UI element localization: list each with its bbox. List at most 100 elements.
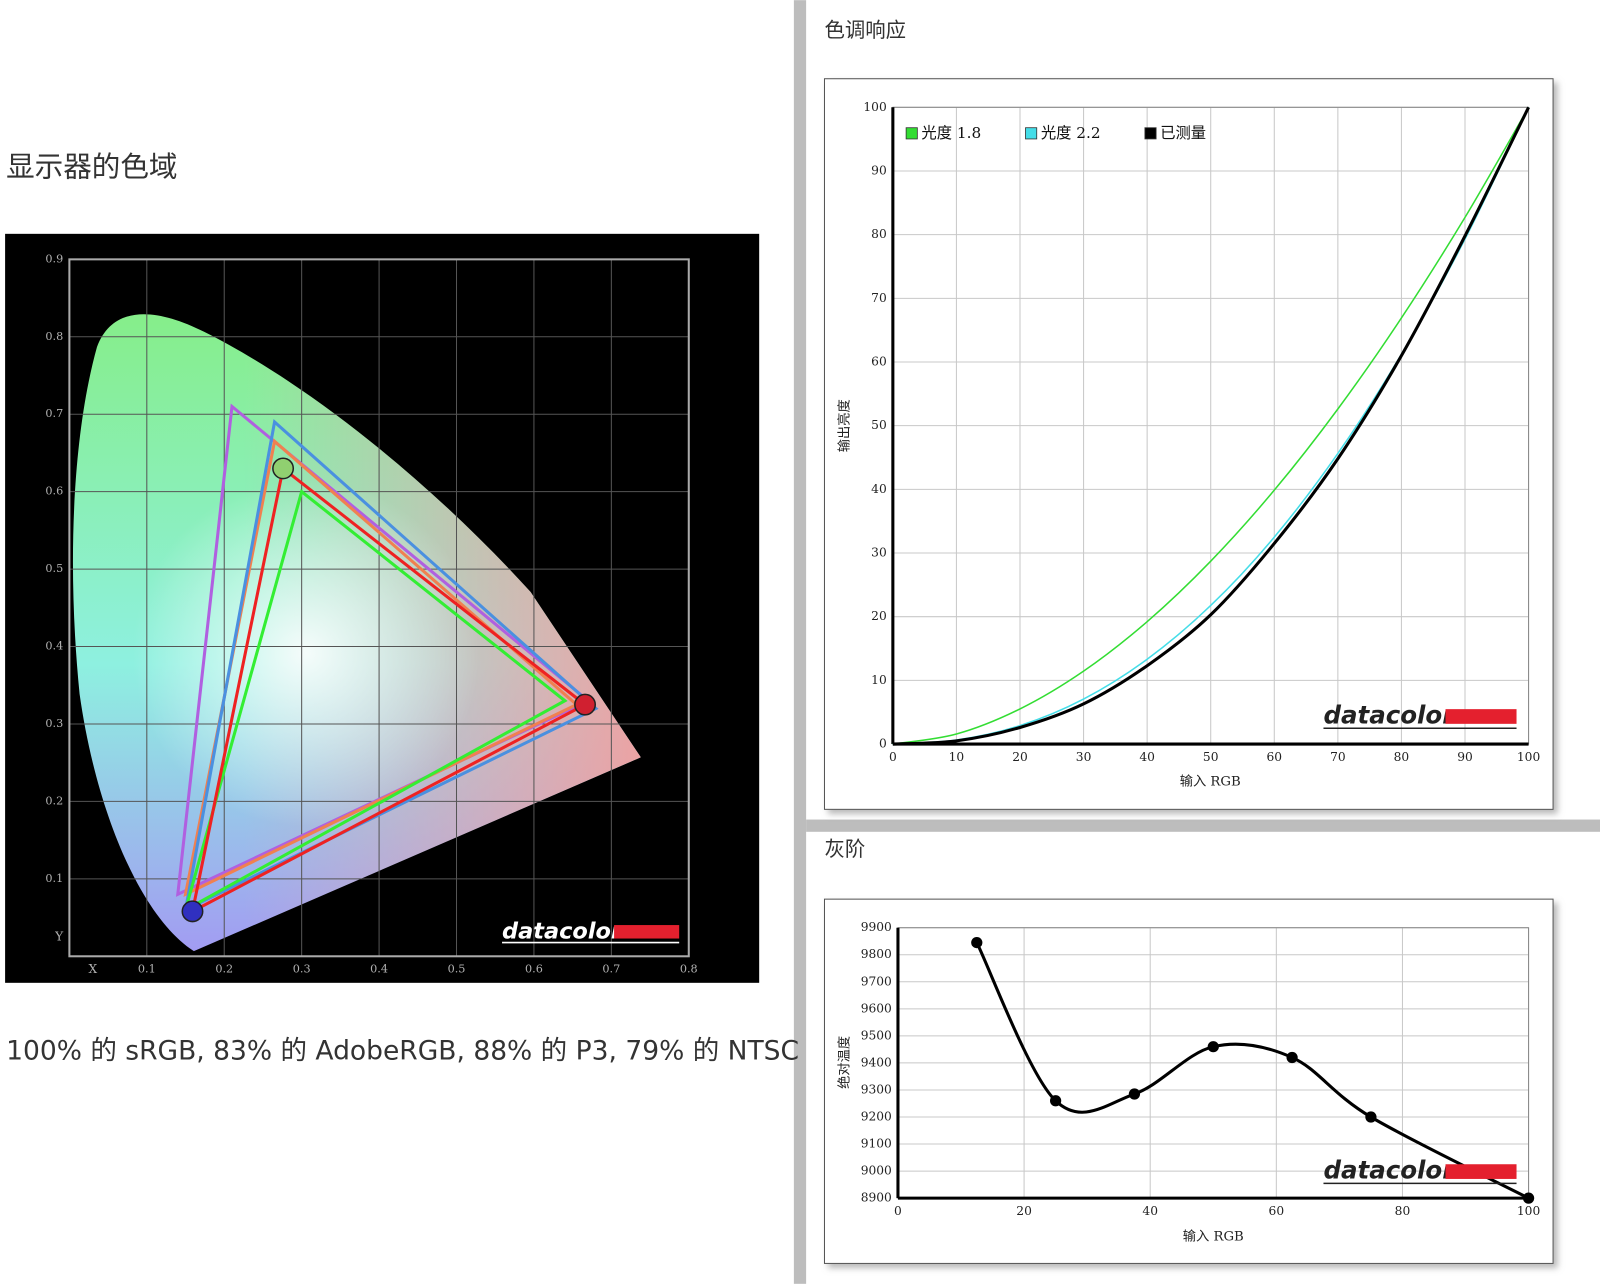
x-tick-label: 60 <box>1266 750 1282 764</box>
x-tick-label: 0.6 <box>525 963 543 976</box>
x-tick-label: 40 <box>1139 750 1155 764</box>
y-tick-label: 0.8 <box>45 330 63 343</box>
y-tick-label: 70 <box>871 291 887 305</box>
caption: 100% 的 sRGB, 83% 的 AdobeRGB, 88% 的 P3, 7… <box>6 1036 799 1067</box>
spectral-locus <box>72 314 641 952</box>
x-axis-label: 输入 RGB <box>1183 1228 1244 1244</box>
y-tick-label: 50 <box>871 418 887 432</box>
x-tick-label: 0.4 <box>370 963 388 976</box>
y-axis-label: 绝对温度 <box>836 1036 852 1089</box>
y-tick-label: 9600 <box>861 1001 892 1015</box>
y-tick-label: 80 <box>871 227 887 241</box>
y-tick-label: 0.1 <box>45 872 63 885</box>
watermark-bar <box>614 925 680 939</box>
y-tick-label: 9100 <box>861 1137 892 1151</box>
legend-swatch <box>905 127 918 140</box>
watermark: datacolor <box>1323 1156 1456 1185</box>
y-axis-label: Y <box>54 929 64 943</box>
legend-label: 已测量 <box>1160 124 1206 142</box>
primary-marker <box>272 457 295 480</box>
y-tick-label: 9700 <box>861 974 892 988</box>
y-tick-label: 9300 <box>861 1082 892 1096</box>
x-tick-label: 100 <box>1517 750 1540 764</box>
x-tick-label: 0.7 <box>602 963 620 976</box>
y-axis-label: 输出亮度 <box>835 399 852 452</box>
panel <box>823 898 1554 1264</box>
x-tick-label: 70 <box>1330 750 1346 764</box>
legend-swatch <box>1025 127 1038 140</box>
x-tick-label: 0.8 <box>680 963 698 976</box>
x-tick-label: 60 <box>1269 1204 1285 1218</box>
y-tick-label: 60 <box>871 355 887 369</box>
y-tick-label: 0.2 <box>45 794 63 807</box>
chart-title: 灰阶 <box>824 837 865 861</box>
x-tick-label: 40 <box>1142 1204 1158 1218</box>
x-axis-label: 输入 RGB <box>1180 773 1241 789</box>
y-tick-label: 30 <box>871 546 887 560</box>
charts: 显示器的色域 100% 的 sRGB, 83% 的 AdobeRGB, 88% 的… <box>6 18 1540 1245</box>
y-tick-label: 9500 <box>861 1028 892 1042</box>
legend-label: 光度 2.2 <box>1041 124 1101 142</box>
y-tick-label: 0.3 <box>45 717 63 730</box>
x-tick-label: 10 <box>949 750 965 764</box>
watermark: datacolor <box>502 918 624 944</box>
x-tick-label: 0.3 <box>293 963 311 976</box>
x-tick-label: 0.5 <box>448 963 466 976</box>
y-tick-label: 9800 <box>861 947 892 961</box>
x-tick-label: 30 <box>1076 750 1092 764</box>
data-point <box>1522 1192 1535 1204</box>
y-tick-label: 0.7 <box>45 407 63 420</box>
x-tick-label: 0 <box>894 1204 902 1218</box>
x-tick-label: 90 <box>1457 750 1473 764</box>
x-tick-label: 0.2 <box>215 963 233 976</box>
data-point <box>971 936 983 949</box>
watermark-bar <box>1445 709 1517 724</box>
legend-label: 光度 1.8 <box>921 124 981 142</box>
primary-marker <box>181 900 204 923</box>
x-tick-label: 20 <box>1016 1204 1032 1218</box>
x-tick-label: 100 <box>1517 1204 1540 1218</box>
x-tick-label: 20 <box>1012 750 1028 764</box>
divider <box>793 0 807 1284</box>
watermark-bar <box>1445 1164 1517 1179</box>
gamut-triangle <box>183 419 599 913</box>
plot-frame <box>68 258 690 958</box>
watermark: datacolor <box>1323 700 1456 729</box>
data-point <box>1128 1088 1141 1100</box>
y-tick-label: 40 <box>871 482 887 496</box>
y-tick-label: 9400 <box>861 1055 892 1069</box>
chart-title: 色调响应 <box>824 18 906 42</box>
x-tick-label: 80 <box>1395 1204 1411 1218</box>
primary-marker <box>574 693 596 716</box>
gamut-triangle <box>190 465 588 915</box>
panel <box>823 78 1554 810</box>
y-tick-label: 10 <box>871 673 887 687</box>
divider <box>806 819 1600 832</box>
y-tick-label: 9000 <box>861 1164 892 1178</box>
x-tick-label: 0 <box>889 750 897 764</box>
y-tick-label: 8900 <box>861 1191 892 1205</box>
y-tick-label: 0.6 <box>45 485 63 498</box>
y-tick-label: 0.9 <box>45 252 63 265</box>
y-tick-label: 90 <box>871 163 887 177</box>
x-axis-label: X <box>88 962 97 976</box>
y-tick-label: 0.4 <box>45 640 63 653</box>
x-tick-label: 80 <box>1394 750 1410 764</box>
y-tick-label: 0 <box>879 737 887 751</box>
y-tick-label: 100 <box>863 100 886 114</box>
data-point <box>1207 1041 1219 1053</box>
x-tick-label: 50 <box>1203 750 1219 764</box>
data-point <box>1286 1051 1298 1064</box>
data-point <box>1365 1111 1377 1123</box>
y-tick-label: 0.5 <box>45 562 63 575</box>
data-point <box>1050 1095 1062 1107</box>
series-line <box>892 106 1530 745</box>
x-tick-label: 0.1 <box>138 963 156 976</box>
chart-title: 显示器的色域 <box>6 150 177 184</box>
series-line <box>892 106 1530 746</box>
y-tick-label: 20 <box>871 609 887 623</box>
y-tick-label: 9200 <box>861 1109 892 1123</box>
legend-swatch <box>1144 127 1157 140</box>
